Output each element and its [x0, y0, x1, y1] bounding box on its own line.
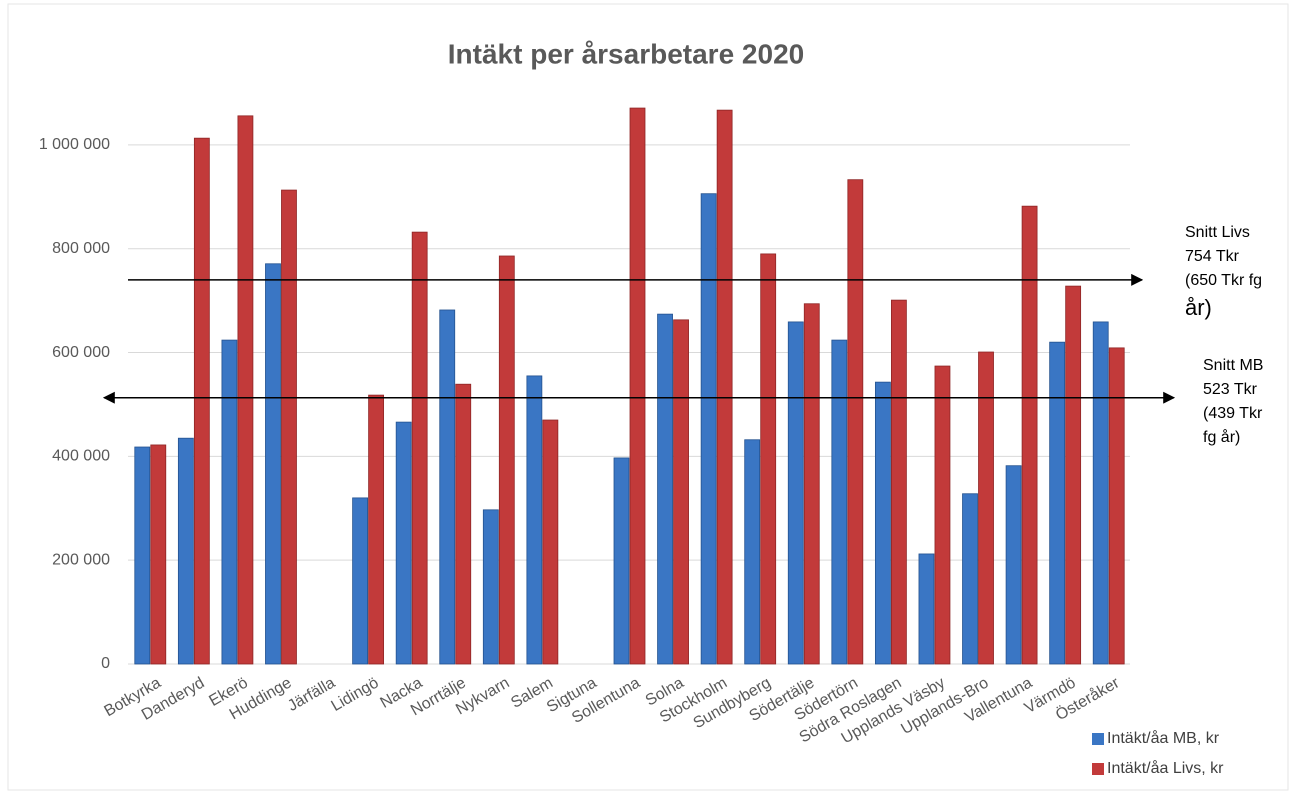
bar	[874, 381, 891, 665]
bar	[803, 303, 820, 665]
bar	[831, 339, 848, 665]
bar	[1049, 341, 1066, 665]
bar	[1065, 285, 1082, 665]
bar	[918, 553, 935, 665]
y-tick-label: 600 000	[52, 344, 110, 361]
bar	[134, 446, 151, 665]
chart-border	[7, 3, 1289, 791]
annotation-text: (439 Tkr	[1203, 405, 1263, 422]
legend-label: Intäkt/åa Livs, kr	[1107, 759, 1224, 777]
bar	[455, 383, 472, 665]
legend-swatch	[1092, 733, 1104, 745]
bar	[237, 115, 254, 665]
bar	[629, 107, 646, 665]
annotation-text: år)	[1185, 295, 1212, 320]
bar	[542, 419, 559, 665]
bar	[700, 193, 717, 665]
annotation-text: 523 Tkr	[1203, 381, 1258, 398]
y-tick-label: 400 000	[52, 448, 110, 465]
y-tick-label: 200 000	[52, 551, 110, 568]
annotation-text: Snitt Livs	[1185, 224, 1250, 241]
bar	[934, 365, 951, 665]
bar	[890, 299, 907, 665]
bar	[526, 375, 543, 665]
bar	[411, 231, 428, 665]
bar	[1021, 205, 1038, 665]
bar	[221, 339, 238, 665]
bar	[193, 137, 210, 665]
bar	[265, 263, 281, 665]
bar	[352, 497, 369, 665]
bar	[787, 321, 804, 665]
bar	[150, 444, 167, 665]
y-tick-label: 0	[101, 655, 110, 672]
bar	[177, 437, 194, 665]
bar	[439, 309, 456, 665]
bar	[657, 313, 673, 665]
x-tick-label: Järfälla	[285, 674, 338, 715]
y-tick-label: 800 000	[52, 240, 110, 257]
annotation-text: (650 Tkr fg	[1185, 272, 1262, 289]
bar	[962, 493, 978, 665]
x-tick-label: Lidingö	[329, 674, 382, 715]
y-tick-label: 1 000 000	[39, 136, 110, 153]
bar	[613, 457, 630, 665]
bar	[368, 394, 385, 665]
annotation-text: fg år)	[1203, 428, 1240, 446]
bar	[716, 109, 733, 665]
bar	[760, 253, 777, 665]
bar	[498, 255, 515, 665]
bar	[1092, 321, 1109, 665]
bar	[1108, 347, 1125, 665]
bar	[673, 319, 689, 665]
bar	[482, 509, 499, 665]
bar	[847, 179, 864, 665]
bar	[281, 189, 297, 665]
bar	[395, 421, 412, 665]
legend-label: Intäkt/åa MB, kr	[1107, 729, 1220, 747]
bar	[978, 351, 994, 665]
chart-title: Intäkt per årsarbetare 2020	[448, 38, 804, 69]
annotation-text: Snitt MB	[1203, 357, 1263, 374]
annotation-text: 754 Tkr	[1185, 248, 1240, 265]
bar	[1005, 465, 1022, 665]
bar	[744, 439, 761, 665]
legend-swatch	[1092, 763, 1104, 775]
